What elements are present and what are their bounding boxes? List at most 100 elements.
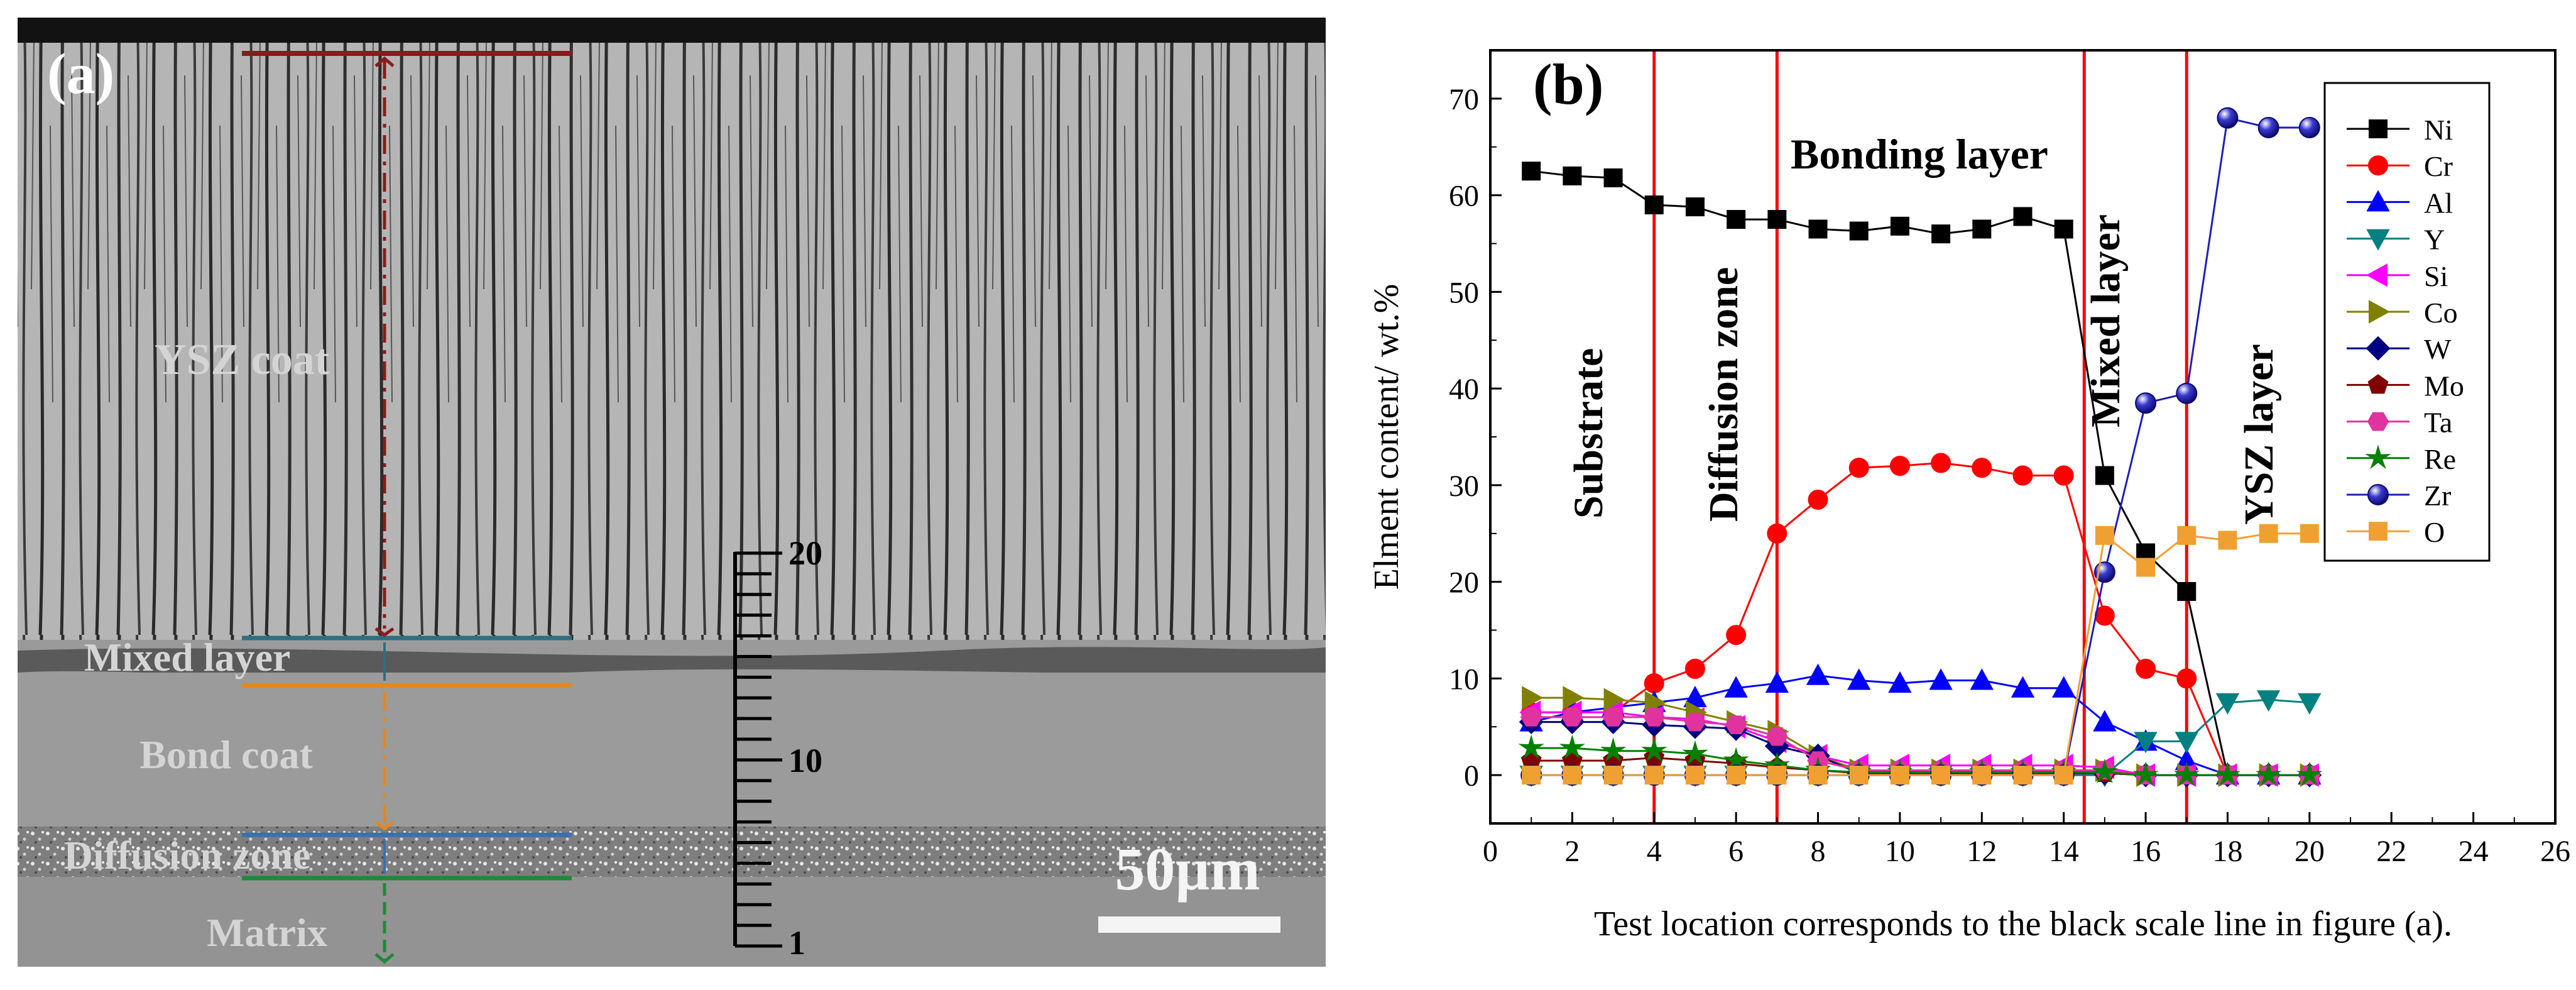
point-o bbox=[1644, 766, 1664, 785]
x-tick-label: 0 bbox=[1483, 835, 1498, 868]
ruler-label-bottom: 1 bbox=[789, 924, 805, 962]
point-zr bbox=[2217, 107, 2239, 129]
point-ni bbox=[2013, 207, 2033, 226]
point-ni bbox=[1767, 210, 1787, 229]
legend-marker-w bbox=[2366, 336, 2391, 361]
ysz-columns bbox=[18, 43, 1326, 640]
legend-marker-o bbox=[2369, 522, 2388, 541]
point-al bbox=[1970, 668, 1994, 690]
point-ni bbox=[1522, 162, 1541, 181]
point-al bbox=[1765, 671, 1789, 693]
legend: Ni Cr Al Y Si Co W Mo Ta Re Zr O bbox=[2347, 114, 2464, 548]
thickness-arrows bbox=[374, 56, 395, 964]
series-line-re bbox=[1531, 747, 2310, 776]
y-tick-label: 0 bbox=[1464, 759, 1479, 793]
scale-bar-label: 50µm bbox=[1115, 835, 1260, 903]
y-tick-label: 70 bbox=[1449, 83, 1479, 116]
point-cr bbox=[1808, 489, 1828, 510]
point-zr bbox=[2298, 117, 2320, 138]
point-re bbox=[1682, 740, 1708, 765]
legend-label-cr: Cr bbox=[2424, 150, 2453, 182]
measurement-ruler bbox=[733, 551, 782, 948]
legend-item-cr: Cr bbox=[2347, 150, 2453, 182]
point-cr bbox=[1767, 523, 1787, 544]
legend-marker-zr bbox=[2367, 484, 2389, 505]
legend-label-re: Re bbox=[2424, 443, 2456, 475]
point-zr bbox=[2176, 382, 2198, 404]
point-re bbox=[2256, 761, 2282, 786]
point-y bbox=[2175, 732, 2198, 754]
legend-item-co: Co bbox=[2347, 297, 2458, 329]
point-ni bbox=[1563, 166, 1582, 185]
legend-label-o: O bbox=[2424, 516, 2445, 548]
mixed-layer-band bbox=[18, 647, 1326, 679]
point-re bbox=[1600, 737, 1627, 762]
point-o bbox=[2095, 525, 2114, 545]
point-ta bbox=[1684, 712, 1706, 732]
point-cr bbox=[1644, 673, 1664, 694]
point-cr bbox=[2136, 659, 2156, 679]
point-y bbox=[2134, 732, 2158, 754]
bond-coat-band bbox=[18, 673, 1326, 827]
diffusion-zone-band bbox=[18, 827, 1326, 877]
point-co bbox=[1563, 686, 1585, 710]
point-cr bbox=[1889, 456, 1910, 476]
point-re bbox=[2173, 761, 2200, 786]
point-o bbox=[1931, 766, 1951, 785]
point-re bbox=[2092, 758, 2118, 784]
point-o bbox=[1522, 766, 1541, 785]
point-al bbox=[2011, 676, 2035, 698]
point-cr bbox=[2176, 668, 2197, 689]
y-tick-label: 10 bbox=[1449, 663, 1479, 696]
x-tick-label: 26 bbox=[2540, 835, 2570, 868]
layer-boundary-lines bbox=[242, 51, 572, 881]
point-o bbox=[1767, 766, 1787, 785]
point-o bbox=[2218, 531, 2237, 550]
ysz-arrow-tail bbox=[374, 56, 395, 67]
panel-a-micrograph: YSZ coat Mixed layer Bond coat Diffusion… bbox=[18, 18, 1326, 967]
point-ni bbox=[1603, 168, 1623, 187]
bonding-layer-label: Bonding layer bbox=[1791, 130, 2048, 178]
bond-coat-label: Bond coat bbox=[139, 732, 313, 777]
point-ta bbox=[1643, 708, 1665, 727]
point-al bbox=[2093, 710, 2117, 732]
legend-label-si: Si bbox=[2424, 260, 2448, 292]
point-re bbox=[2132, 761, 2159, 786]
x-tick-label: 10 bbox=[1885, 835, 1915, 868]
ruler-label-middle: 10 bbox=[789, 742, 822, 779]
legend-label-co: Co bbox=[2424, 297, 2458, 329]
point-y bbox=[2298, 693, 2322, 715]
point-al bbox=[1724, 676, 1748, 698]
legend-item-re: Re bbox=[2347, 443, 2456, 475]
legend-marker-si bbox=[2366, 263, 2388, 287]
y-tick-label: 40 bbox=[1449, 373, 1479, 406]
point-re bbox=[1518, 734, 1544, 759]
top-dark-edge bbox=[18, 18, 1326, 43]
point-ni bbox=[1727, 210, 1746, 229]
y-axis-title: Elment content/ wt.% bbox=[1367, 284, 1406, 590]
point-o bbox=[2300, 524, 2319, 543]
point-cr bbox=[1848, 458, 1869, 478]
point-o bbox=[1972, 766, 1992, 785]
point-cr bbox=[2012, 465, 2033, 486]
series-re bbox=[1518, 734, 2323, 786]
legend-box bbox=[2323, 82, 2491, 562]
legend-marker-al bbox=[2366, 190, 2390, 212]
legend-marker-ta bbox=[2367, 412, 2389, 431]
legend-item-y: Y bbox=[2347, 224, 2445, 256]
legend-label-ni: Ni bbox=[2424, 114, 2453, 146]
point-ni bbox=[1644, 195, 1664, 214]
point-cr bbox=[1931, 453, 1951, 473]
ysz-arrow-head bbox=[374, 627, 395, 637]
matrix-label: Matrix bbox=[207, 910, 327, 955]
point-o bbox=[1808, 766, 1828, 785]
y-tick-label: 20 bbox=[1449, 566, 1479, 600]
legend-item-si: Si bbox=[2347, 260, 2448, 292]
point-zr bbox=[2135, 392, 2157, 414]
diffusion-zone-label: Diffusion zone bbox=[64, 833, 311, 877]
legend-label-w: W bbox=[2424, 333, 2452, 365]
x-tick-label: 20 bbox=[2295, 835, 2325, 868]
substrate-label: Substrate bbox=[1566, 348, 1612, 519]
y-tick-label: 30 bbox=[1449, 470, 1479, 503]
